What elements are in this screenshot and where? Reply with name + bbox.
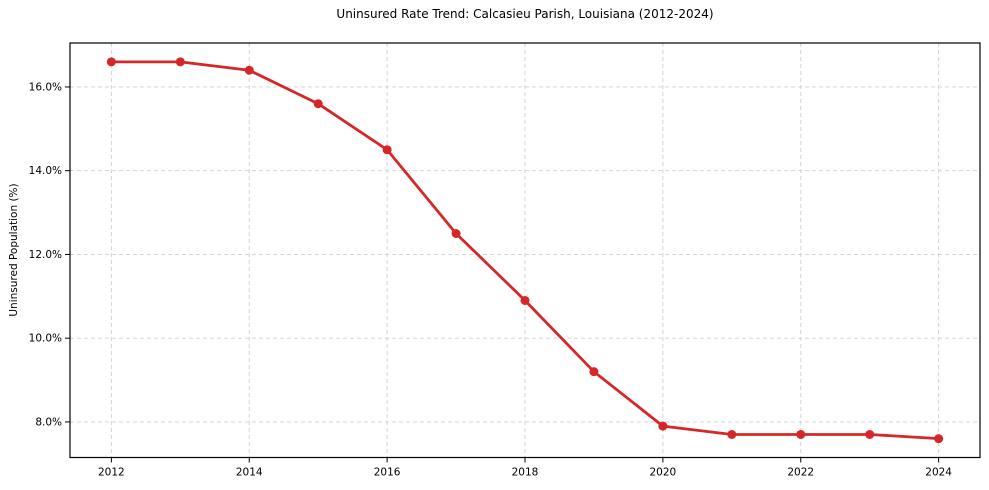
data-point-marker bbox=[658, 421, 668, 431]
x-tick-label: 2014 bbox=[236, 467, 263, 479]
x-tick-label: 2020 bbox=[650, 467, 677, 479]
data-point-marker bbox=[313, 99, 323, 109]
x-tick-label: 2016 bbox=[374, 467, 401, 479]
x-tick-label: 2012 bbox=[98, 467, 125, 479]
y-tick-label: 14.0% bbox=[29, 165, 62, 177]
chart-title: Uninsured Rate Trend: Calcasieu Parish, … bbox=[336, 7, 714, 21]
y-tick-label: 16.0% bbox=[29, 81, 62, 93]
data-point-marker bbox=[934, 434, 944, 444]
y-tick-label: 10.0% bbox=[29, 333, 62, 345]
data-point-marker bbox=[382, 145, 392, 155]
data-point-marker bbox=[244, 65, 254, 75]
data-point-marker bbox=[520, 295, 530, 305]
x-tick-label: 2018 bbox=[512, 467, 539, 479]
data-point-marker bbox=[727, 429, 737, 439]
data-point-marker bbox=[589, 367, 599, 377]
x-tick-label: 2022 bbox=[787, 467, 814, 479]
data-point-marker bbox=[796, 429, 806, 439]
data-point-marker bbox=[865, 429, 875, 439]
y-tick-label: 12.0% bbox=[29, 249, 62, 261]
x-tick-label: 2024 bbox=[925, 467, 952, 479]
y-tick-label: 8.0% bbox=[35, 416, 62, 428]
data-point-marker bbox=[175, 57, 185, 67]
data-point-marker bbox=[451, 229, 461, 239]
data-point-marker bbox=[106, 57, 116, 67]
